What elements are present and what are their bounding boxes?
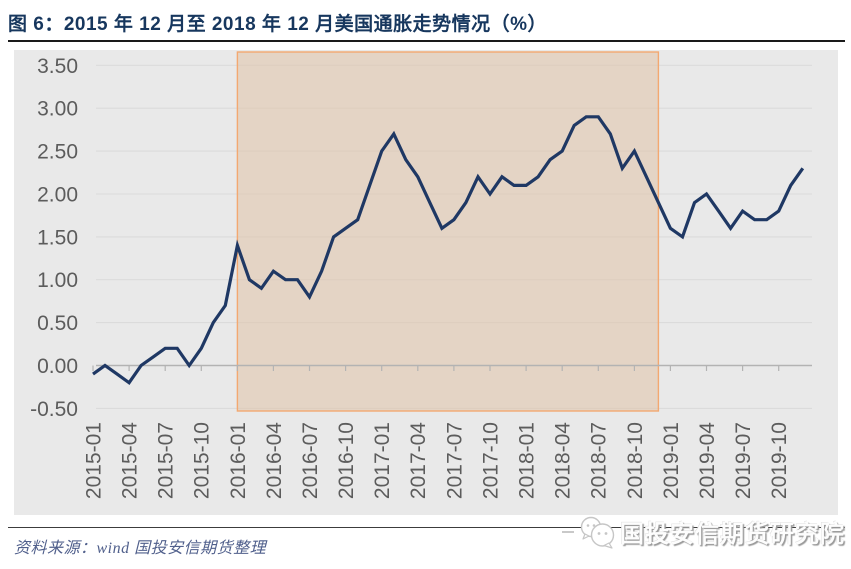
svg-text:2018-07: 2018-07	[588, 422, 611, 499]
svg-text:2017-10: 2017-10	[479, 422, 502, 499]
figure-title: 图 6：2015 年 12 月至 2018 年 12 月美国通胀走势情况（%）	[8, 14, 547, 35]
title-divider	[8, 40, 845, 42]
source-note: 资料来源：wind 国投安信期货整理	[14, 540, 267, 557]
svg-text:2019-10: 2019-10	[768, 422, 791, 499]
chart-highlight-band	[236, 51, 660, 412]
svg-text:2017-01: 2017-01	[371, 422, 394, 499]
svg-text:0.50: 0.50	[37, 312, 78, 335]
svg-text:2017-04: 2017-04	[407, 422, 430, 499]
svg-text:2018-10: 2018-10	[624, 422, 647, 499]
svg-text:-0.50: -0.50	[30, 398, 78, 421]
svg-text:2016-04: 2016-04	[263, 422, 286, 499]
svg-text:2019-07: 2019-07	[732, 422, 755, 499]
line-chart: 3.50 3.00 2.50 2.00 1.50 1.00 0.50 0.00 -0.50 20…	[30, 51, 812, 499]
chart-series-line	[92, 115, 805, 385]
svg-text:0.00: 0.00	[37, 355, 78, 378]
svg-text:2.50: 2.50	[37, 141, 78, 164]
svg-text:1.50: 1.50	[37, 226, 78, 249]
footer-divider	[8, 527, 845, 528]
watermark: 国投安信期货研究院	[562, 514, 845, 549]
chart-x-axis-labels: 2015-01 2015-04 2015-07 2015-10 2016-01 2016-…	[82, 422, 791, 499]
svg-text:2.00: 2.00	[37, 184, 78, 207]
svg-text:2018-01: 2018-01	[515, 422, 538, 499]
chart-panel: 3.50 3.00 2.50 2.00 1.50 1.00 0.50 0.00 -0.50 20…	[14, 50, 838, 515]
svg-text:2015-01: 2015-01	[82, 422, 105, 499]
svg-text:3.50: 3.50	[37, 55, 78, 78]
svg-text:2015-07: 2015-07	[155, 422, 178, 499]
svg-text:2016-07: 2016-07	[299, 422, 322, 499]
svg-text:2015-10: 2015-10	[191, 422, 214, 499]
svg-text:2015-04: 2015-04	[118, 422, 141, 499]
svg-text:3.00: 3.00	[37, 98, 78, 121]
svg-text:2016-01: 2016-01	[227, 422, 250, 499]
watermark-text: 国投安信期货研究院	[620, 521, 845, 548]
svg-text:2016-10: 2016-10	[335, 422, 358, 499]
watermark-dash	[562, 530, 574, 533]
svg-text:1.00: 1.00	[37, 269, 78, 292]
svg-text:2018-04: 2018-04	[552, 422, 575, 499]
chart-y-axis-labels: 3.50 3.00 2.50 2.00 1.50 1.00 0.50 0.00 -0.50	[30, 55, 78, 421]
svg-text:2017-07: 2017-07	[443, 422, 466, 499]
chat-bubbles-icon	[580, 516, 615, 549]
chart-zero-axis	[92, 364, 812, 371]
svg-text:2019-01: 2019-01	[660, 422, 683, 499]
svg-text:2019-04: 2019-04	[696, 422, 719, 499]
